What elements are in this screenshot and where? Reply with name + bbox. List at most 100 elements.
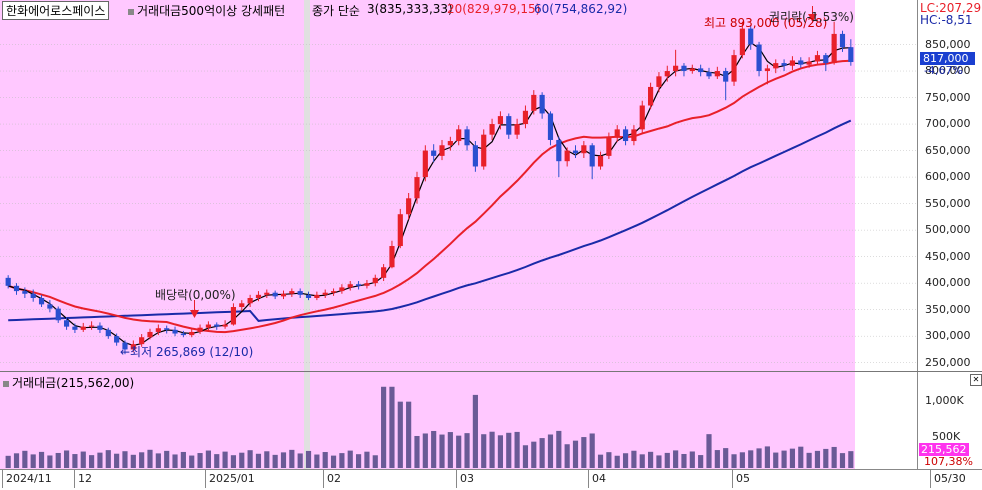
candle-body bbox=[689, 68, 695, 72]
ma60-line bbox=[8, 119, 852, 322]
volume-bar bbox=[806, 452, 812, 468]
volume-bar bbox=[397, 401, 403, 468]
price-tick: 350,000 bbox=[925, 302, 971, 316]
candle-body bbox=[397, 214, 403, 247]
ma3-label: 3(835,333,33) bbox=[367, 2, 453, 16]
candle-body bbox=[622, 129, 629, 142]
candle-body bbox=[339, 287, 345, 292]
stock-name[interactable]: 한화에어로스페이스 bbox=[2, 1, 110, 20]
volume-bar bbox=[848, 451, 854, 468]
candle-body bbox=[698, 68, 704, 73]
price-tick: 650,000 bbox=[925, 143, 971, 157]
dividend-annotation: 배당락(0,00%) bbox=[155, 288, 236, 302]
panel-divider[interactable] bbox=[0, 371, 982, 372]
volume-bar bbox=[464, 433, 470, 468]
candle-body bbox=[55, 308, 61, 321]
volume-bar bbox=[264, 451, 270, 468]
volume-bar bbox=[547, 434, 554, 468]
date-divider bbox=[588, 470, 589, 488]
volume-bar bbox=[155, 453, 161, 468]
volume-bar bbox=[381, 386, 387, 468]
candle-body bbox=[547, 113, 554, 140]
candle-body bbox=[773, 63, 779, 69]
candle-body bbox=[214, 324, 220, 327]
candle-body bbox=[489, 124, 495, 135]
date-tick: 2024/11 bbox=[6, 472, 52, 485]
candle-body bbox=[381, 267, 387, 278]
date-divider bbox=[732, 470, 733, 488]
candle-body bbox=[706, 72, 712, 77]
volume-bar bbox=[164, 450, 170, 468]
current-change: -4,67% bbox=[924, 64, 963, 77]
candle-body bbox=[497, 116, 504, 125]
date-tick: 04 bbox=[592, 472, 606, 485]
volume-chart[interactable] bbox=[0, 372, 917, 469]
candle-body bbox=[330, 291, 337, 293]
candle-body bbox=[114, 336, 120, 343]
volume-bar bbox=[497, 435, 504, 468]
volume-bar bbox=[481, 434, 487, 468]
date-tick: 03 bbox=[460, 472, 474, 485]
price-chart[interactable] bbox=[0, 0, 917, 371]
candle-body bbox=[22, 291, 28, 294]
volume-bar bbox=[355, 454, 362, 468]
volume-bar bbox=[723, 448, 729, 468]
volume-bar bbox=[13, 453, 20, 468]
candle-body bbox=[122, 342, 128, 350]
candle-body bbox=[97, 325, 103, 330]
date-divider bbox=[323, 470, 324, 488]
volume-bar bbox=[631, 450, 637, 468]
candle-body bbox=[164, 328, 170, 330]
date-divider bbox=[205, 470, 206, 488]
candle-body bbox=[456, 129, 462, 142]
candle-body bbox=[272, 292, 278, 297]
candle-body bbox=[431, 150, 437, 156]
ma20-label: 20(829,979,15) bbox=[447, 2, 541, 16]
volume-bar bbox=[364, 451, 370, 468]
volume-bar bbox=[322, 452, 328, 468]
close-panel-button[interactable]: ✕ bbox=[970, 374, 982, 386]
candle-body bbox=[564, 150, 570, 162]
volume-bar bbox=[22, 450, 28, 468]
separator-band bbox=[304, 372, 310, 469]
candle-body bbox=[155, 328, 161, 332]
volume-panel[interactable] bbox=[0, 372, 917, 469]
candle-body bbox=[72, 326, 78, 330]
volume-bar bbox=[422, 433, 428, 468]
volume-bar bbox=[255, 453, 262, 468]
candle-body bbox=[656, 76, 662, 87]
candle-body bbox=[205, 324, 211, 328]
candle-body bbox=[789, 60, 796, 66]
candle-body bbox=[556, 139, 562, 162]
volume-bar bbox=[798, 446, 804, 468]
candle-body bbox=[522, 110, 529, 125]
volume-bar bbox=[581, 437, 587, 468]
candle-body bbox=[147, 331, 153, 338]
date-divider bbox=[2, 470, 3, 488]
candle-body bbox=[63, 320, 70, 327]
square-icon bbox=[128, 8, 134, 15]
volume-bar bbox=[247, 450, 253, 468]
candle-body bbox=[673, 65, 679, 72]
volume-bar bbox=[648, 451, 654, 468]
volume-bar bbox=[706, 434, 712, 468]
volume-bar bbox=[230, 455, 237, 468]
date-divider bbox=[930, 470, 931, 488]
price-tick: 500,000 bbox=[925, 223, 971, 237]
price-tick: 850,000 bbox=[925, 37, 971, 51]
current-price-badge: 817,000 bbox=[920, 52, 975, 65]
volume-bar bbox=[814, 450, 821, 468]
volume-bar bbox=[447, 432, 453, 468]
volume-bar bbox=[330, 455, 337, 468]
candle-body bbox=[614, 129, 620, 138]
low-annotation: ←최저 265,869 (12/10) bbox=[120, 345, 254, 359]
candle-body bbox=[539, 94, 545, 114]
candle-body bbox=[823, 55, 829, 64]
volume-bar bbox=[172, 454, 178, 468]
price-chart-panel[interactable] bbox=[0, 0, 917, 371]
candle-body bbox=[322, 292, 328, 295]
candle-body bbox=[723, 71, 729, 82]
candle-body bbox=[848, 47, 854, 63]
volume-bar bbox=[414, 435, 420, 468]
volume-bar bbox=[589, 433, 595, 468]
